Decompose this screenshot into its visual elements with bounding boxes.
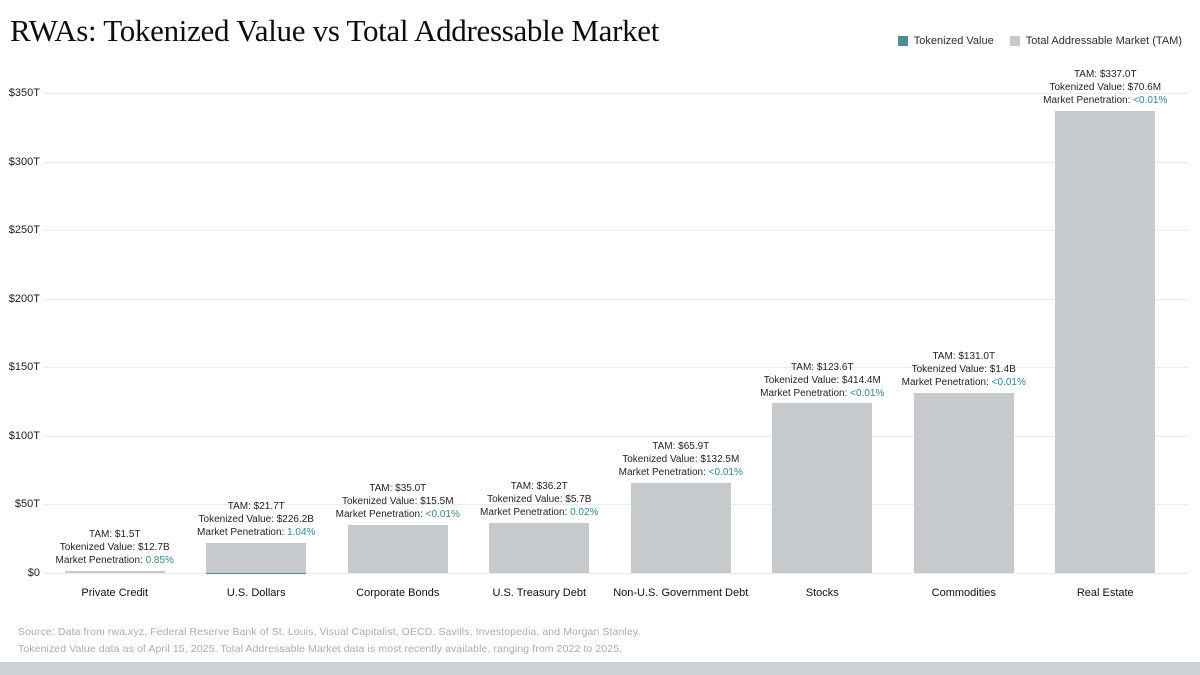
y-axis-tick-label: $100T <box>8 429 40 442</box>
gridline-100T <box>44 435 1188 437</box>
gridline-150T <box>44 367 1188 369</box>
gridline-0 <box>44 573 1188 574</box>
x-axis-label-corporate-bonds: Corporate Bonds <box>356 587 440 599</box>
annotation-tokenized-value: Tokenized Value: $132.5M <box>622 453 740 465</box>
annotation-market-penetration: Market Penetration: <0.01% <box>901 377 1026 389</box>
annotation-private-credit: TAM: $1.5T Tokenized Value: $12.7B Market … <box>0 528 265 567</box>
source-note: Source: Data from rwa.xyz, Federal Reser… <box>18 626 641 638</box>
y-axis-tick-label: $350T <box>8 87 40 99</box>
legend-label: Total Addressable Market (TAM) <box>1025 35 1182 47</box>
y-axis-tick-label: $150T <box>8 361 40 374</box>
bar-tam-stocks <box>772 403 873 573</box>
data-date-note: Tokenized Value data as of April 15, 202… <box>18 643 623 655</box>
annotation-market-penetration: Market Penetration: <0.01% <box>618 466 743 478</box>
annotation-real-estate: TAM: $337.0T Tokenized Value: $70.6M Marke… <box>955 68 1200 107</box>
annotation-tam-value: TAM: $131.0T <box>932 351 996 363</box>
bottom-edge-strip <box>0 662 1200 675</box>
y-axis-tick-label: $200T <box>8 292 40 305</box>
annotation-market-penetration: Market Penetration: <0.01% <box>760 387 885 399</box>
gridline-300T <box>44 161 1188 163</box>
bar-tam-private-credit <box>64 570 165 573</box>
annotation-market-penetration: Market Penetration: 0.02% <box>480 507 599 519</box>
gridline-250T <box>44 230 1188 232</box>
annotation-tam-value: TAM: $35.0T <box>369 483 427 494</box>
y-axis-tick-label: $300T <box>8 155 40 168</box>
bar-tam-commodities <box>913 393 1014 573</box>
bar-tam-real-estate <box>1055 110 1156 573</box>
y-axis-tick-label: $50T <box>14 498 40 511</box>
annotation-tokenized-value: Tokenized Value: $226.2B <box>198 514 314 526</box>
annotation-commodities: TAM: $131.0T Tokenized Value: $1.4B Market… <box>814 350 1114 389</box>
legend-item-tokenized-value: Tokenized Value <box>897 35 994 47</box>
x-axis-label-u-s-dollars: U.S. Dollars <box>226 587 286 599</box>
annotation-tokenized-value: Tokenized Value: $12.7B <box>59 541 170 553</box>
bar-tam-u-s-treasury-debt <box>489 523 590 573</box>
annotation-tam-value: TAM: $36.2T <box>510 481 568 493</box>
annotation-market-penetration: Market Penetration: 0.85% <box>55 554 174 566</box>
chart-title: RWAs: Tokenized Value vs Total Addressab… <box>10 13 660 48</box>
x-axis-label-commodities: Commodities <box>931 587 996 599</box>
gridline-200T <box>44 298 1188 300</box>
annotation-market-penetration: Market Penetration: <0.01% <box>1043 94 1168 106</box>
x-axis-label-real-estate: Real Estate <box>1076 587 1134 599</box>
annotation-tam-value: TAM: $21.7T <box>227 501 285 513</box>
x-axis-label-u-s-treasury-debt: U.S. Treasury Debt <box>492 587 587 599</box>
annotation-market-penetration: Market Penetration: <0.01% <box>335 509 460 520</box>
annotation-tam-value: TAM: $65.9T <box>652 440 710 452</box>
annotation-tam-value: TAM: $337.0T <box>1073 68 1137 80</box>
annotation-u-s-treasury-debt: TAM: $36.2T Tokenized Value: $5.7B Market … <box>389 480 689 519</box>
gridline-50T <box>44 504 1188 506</box>
annotation-tokenized-value: Tokenized Value: $5.7B <box>487 494 592 506</box>
annotation-tam-value: TAM: $1.5T <box>89 528 141 540</box>
y-axis-tick-label: $0 <box>27 567 40 579</box>
annotation-stocks: TAM: $123.6T Tokenized Value: $414.4M Mark… <box>672 361 972 400</box>
legend: Tokenized Value Total Addressable Market… <box>897 35 1182 47</box>
bar-tam-non-u-s-government-debt <box>630 482 731 573</box>
annotation-corporate-bonds: TAM: $35.0T Tokenized Value: $15.5M Market… <box>248 482 548 521</box>
annotation-tokenized-value: Tokenized Value: $70.6M <box>1049 81 1162 93</box>
annotation-tokenized-value: Tokenized Value: $414.4M <box>763 374 881 386</box>
x-axis-label-private-credit: Private Credit <box>81 587 149 599</box>
annotation-market-penetration: Market Penetration: 1.04% <box>197 527 316 539</box>
bar-tam-corporate-bonds <box>347 525 448 573</box>
annotation-tokenized-value: Tokenized Value: $15.5M <box>341 496 454 507</box>
tam-swatch-icon <box>1009 36 1020 46</box>
annotation-tokenized-value: Tokenized Value: $1.4B <box>911 364 1016 376</box>
y-axis-tick-label: $250T <box>8 224 40 237</box>
annotation-non-u-s-government-debt: TAM: $65.9T Tokenized Value: $132.5M Marke… <box>531 440 831 479</box>
gridline-350T <box>44 93 1188 94</box>
legend-item-tam: Total Addressable Market (TAM) <box>1009 35 1182 47</box>
annotation-u-s-dollars: TAM: $21.7T Tokenized Value: $226.2B Marke… <box>106 500 406 539</box>
x-axis-label-non-u-s-government-debt: Non-U.S. Government Debt <box>613 587 749 599</box>
tokenized-value-swatch-icon <box>897 36 908 46</box>
x-axis-label-stocks: Stocks <box>805 587 839 599</box>
bar-tam-u-s-dollars <box>206 543 307 573</box>
annotation-tam-value: TAM: $123.6T <box>790 361 854 373</box>
legend-label: Tokenized Value <box>913 35 994 47</box>
